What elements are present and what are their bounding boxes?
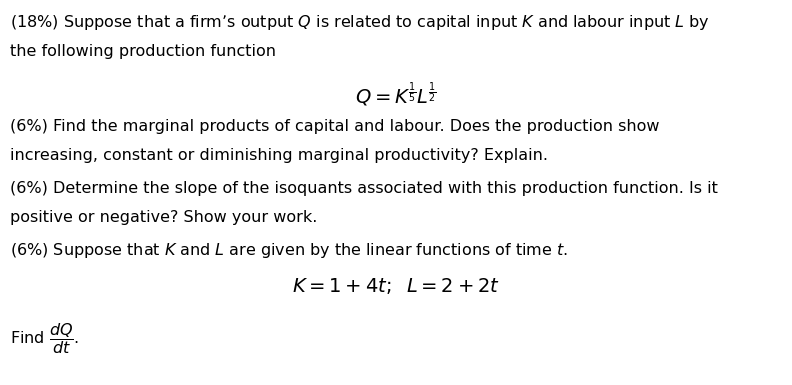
Text: (18%) Suppose that a firm’s output $Q$ is related to capital input $K$ and labou: (18%) Suppose that a firm’s output $Q$ i… [10,13,710,32]
Text: Find $\dfrac{dQ}{dt}$.: Find $\dfrac{dQ}{dt}$. [10,321,79,357]
Text: (6%) Find the marginal products of capital and labour. Does the production show: (6%) Find the marginal products of capit… [10,119,660,134]
Text: (6%) Determine the slope of the isoquants associated with this production functi: (6%) Determine the slope of the isoquant… [10,181,718,196]
Text: positive or negative? Show your work.: positive or negative? Show your work. [10,210,318,225]
Text: increasing, constant or diminishing marginal productivity? Explain.: increasing, constant or diminishing marg… [10,148,548,163]
Text: $Q = K^{\frac{1}{5}}L^{\frac{1}{2}}$: $Q = K^{\frac{1}{5}}L^{\frac{1}{2}}$ [355,81,437,109]
Text: the following production function: the following production function [10,44,276,59]
Text: (6%) Suppose that $K$ and $L$ are given by the linear functions of time $t$.: (6%) Suppose that $K$ and $L$ are given … [10,241,569,259]
Text: $K = 1 + 4t;\;\; L = 2 + 2t$: $K = 1 + 4t;\;\; L = 2 + 2t$ [292,276,500,296]
